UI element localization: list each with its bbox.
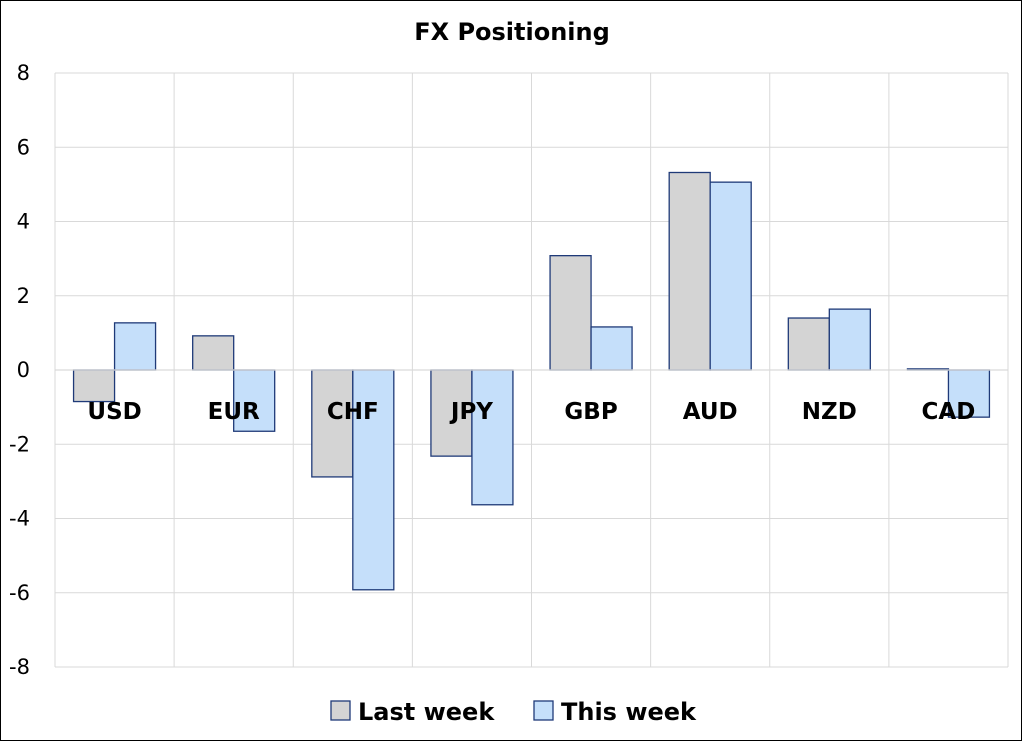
- y-tick-label: 2: [17, 284, 30, 308]
- category-label-chf: CHF: [327, 399, 379, 425]
- bar-last-week-usd: [72, 369, 116, 403]
- y-tick-label: -4: [9, 507, 30, 531]
- category-label-aud: AUD: [683, 399, 738, 425]
- category-label-nzd: NZD: [802, 399, 857, 425]
- bar-last-week-eur: [192, 335, 235, 371]
- legend: Last week This week: [330, 698, 697, 726]
- bar-this-week-gbp: [590, 326, 633, 371]
- bar-this-week-chf: [352, 369, 395, 591]
- y-tick-label: 0: [17, 358, 30, 382]
- bar-this-week-aud: [709, 181, 752, 371]
- labels: 8 6 4 2 0 -2 -4 -6 -8 USD EUR CHF JPY GBP AUD NZD CAD: [9, 61, 975, 679]
- bar-this-week-eur: [233, 369, 276, 432]
- category-label-gbp: GBP: [564, 399, 617, 425]
- bar-last-week-gbp: [549, 255, 592, 371]
- category-label-usd: USD: [87, 399, 141, 425]
- legend-label-last-week: Last week: [358, 698, 495, 726]
- category-label-eur: EUR: [208, 399, 260, 425]
- bar-last-week-nzd: [787, 317, 830, 371]
- bar-last-week-aud: [668, 171, 711, 371]
- bar-this-week-usd: [113, 322, 157, 371]
- legend-swatch-last-week: [330, 700, 351, 721]
- y-tick-label: 4: [17, 210, 30, 234]
- bar-this-week-nzd: [828, 308, 871, 371]
- y-tick-label: 8: [17, 61, 30, 85]
- y-tick-label: 6: [17, 135, 30, 159]
- category-label-cad: CAD: [922, 399, 976, 425]
- legend-label-this-week: This week: [561, 698, 697, 726]
- bar-this-week-cad: [947, 369, 991, 418]
- y-tick-label: -6: [9, 581, 30, 605]
- bars: [72, 171, 991, 591]
- bar-this-week-jpy: [471, 369, 514, 506]
- bar-last-week-chf: [311, 369, 354, 478]
- chart-title: FX Positioning: [414, 18, 610, 46]
- legend-swatch-this-week: [533, 700, 554, 721]
- category-label-jpy: JPY: [449, 399, 493, 425]
- y-tick-label: -2: [9, 432, 30, 456]
- y-tick-label: -8: [9, 655, 30, 679]
